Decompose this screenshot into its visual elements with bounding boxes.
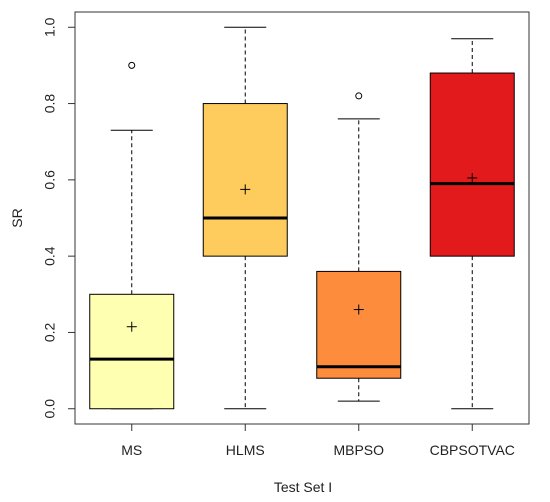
box-iqr <box>316 270 402 379</box>
y-tick-label: 0.8 <box>42 94 58 114</box>
y-tick-label: 0.2 <box>42 323 58 343</box>
outlier-point <box>128 61 136 69</box>
box-group-4 <box>429 38 515 410</box>
x-tick-label: HLMS <box>226 442 265 458</box>
y-tick-label: 0.6 <box>42 170 58 190</box>
box-group-2 <box>202 26 288 410</box>
y-tick-label: 1.0 <box>42 17 58 37</box>
x-tick-label: MBPSO <box>333 442 384 458</box>
box-group-3 <box>316 92 402 402</box>
x-tick-label: CBPSOTVAC <box>430 442 515 458</box>
plot-frame <box>74 11 530 425</box>
x-axis-label: Test Set I <box>274 479 332 495</box>
box-iqr <box>429 72 515 257</box>
y-tick-label: 0.4 <box>42 246 58 266</box>
outlier-point <box>355 92 363 100</box>
x-tick-label: MS <box>121 442 142 458</box>
y-tick-label: 0.0 <box>42 399 58 419</box>
box-iqr <box>202 103 288 257</box>
box-group-1 <box>89 61 175 410</box>
y-axis-label: SR <box>9 208 25 227</box>
box-iqr <box>89 293 175 410</box>
